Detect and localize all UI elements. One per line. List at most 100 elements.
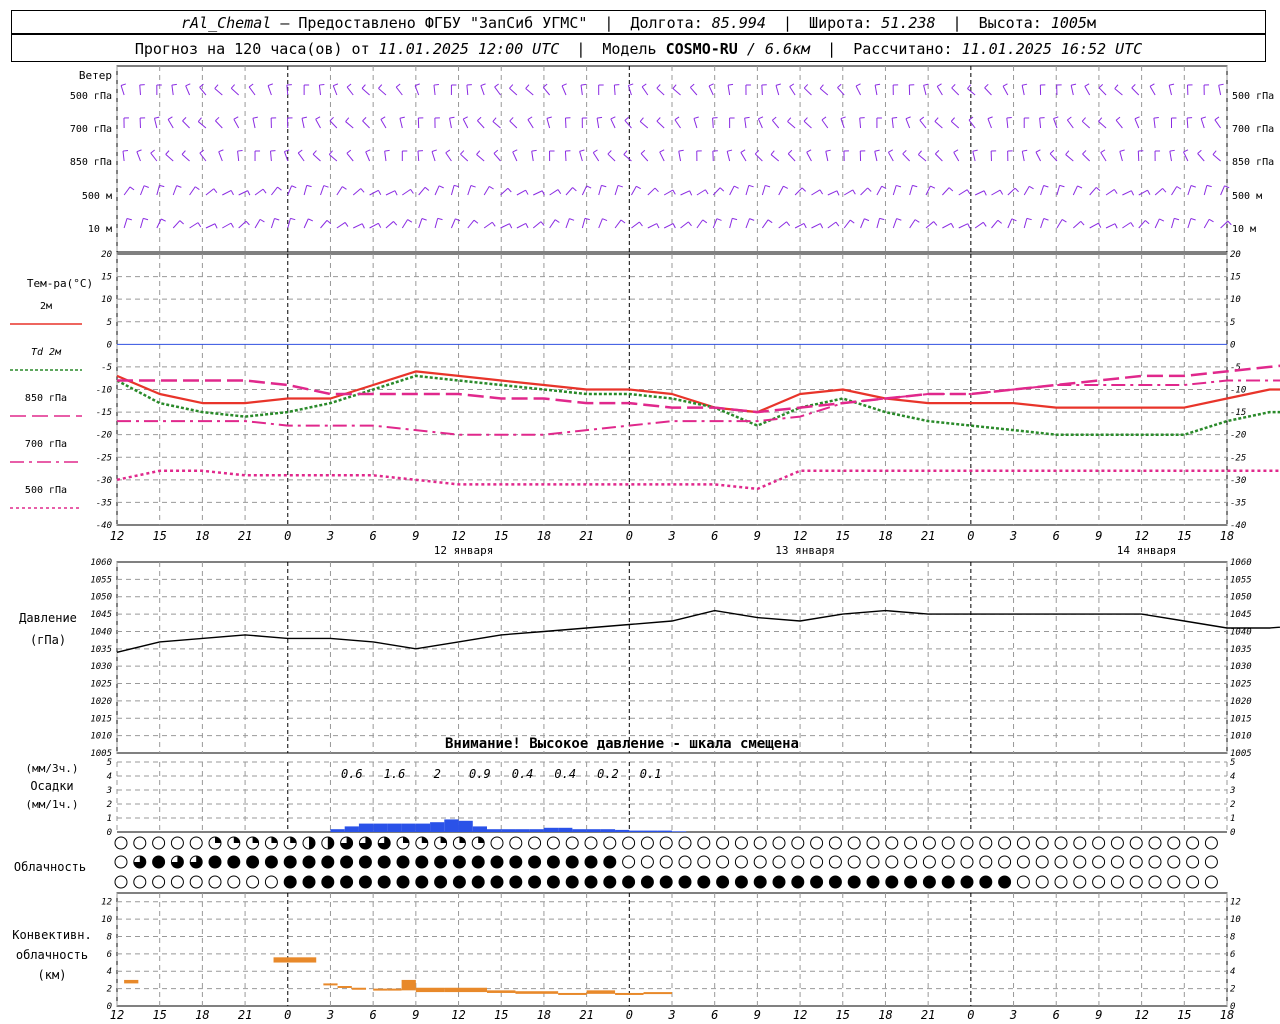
cloud-fill-partial (215, 837, 221, 843)
wind-barb (215, 120, 223, 129)
cloud-symbol (941, 836, 955, 850)
wind-barb (876, 185, 883, 196)
conv-hour-label: 9 (412, 1008, 419, 1022)
cloud-symbol (772, 855, 786, 869)
wind-barb-feather (365, 149, 371, 153)
wind-barb (222, 222, 232, 229)
pressure-ytick-right: 1020 (1230, 697, 1252, 707)
temp-hour-label: 21 (238, 529, 252, 543)
wind-barb (483, 221, 493, 229)
alt-label: Высота: (978, 14, 1042, 32)
wind-barb (876, 218, 881, 229)
cloud-symbol (1092, 836, 1106, 850)
wind-barb (401, 219, 409, 229)
wind-barb-feather (855, 83, 861, 87)
wind-barb (500, 187, 509, 196)
cloud-symbol (584, 836, 598, 850)
wind-barb (320, 185, 325, 196)
wind-barb-feather (999, 189, 1004, 195)
cloud-fill-full (622, 876, 635, 888)
wind-barb-feather (438, 185, 444, 189)
wind-barb (1082, 153, 1091, 162)
precip-bar (330, 829, 345, 832)
wind-barb (156, 218, 162, 229)
wind-barb-feather (934, 117, 939, 122)
conv-hour-label: 0 (626, 1008, 633, 1022)
wind-barb-feather (301, 116, 308, 119)
conv-hour-label: 9 (754, 1008, 761, 1022)
wind-barb (165, 154, 174, 162)
wind-barb-feather (346, 83, 352, 88)
temp-ytick-left: 5 (107, 318, 112, 328)
wind-barb (647, 223, 657, 229)
wind-barb-feather (888, 149, 894, 153)
conv-hour-label: 15 (494, 1008, 508, 1022)
wind-barb (230, 87, 240, 96)
temp-legend-label: 500 гПа (25, 485, 67, 496)
pressure-ytick-left: 1045 (90, 610, 112, 620)
cloud-symbol (810, 836, 824, 850)
cloud-fill-full (679, 876, 691, 888)
wind-barb (674, 119, 681, 129)
cloud-symbol (678, 836, 692, 850)
precip-total-label: 0.4 (512, 767, 534, 781)
wind-barb-feather (1212, 150, 1217, 155)
wind-barb-feather (602, 218, 608, 222)
wind-barb (494, 86, 501, 96)
wind-barb (843, 219, 851, 229)
wind-barb-feather (597, 116, 603, 119)
temp-ytick-right: 15 (1230, 273, 1241, 283)
conv-hour-label: 12 (110, 1008, 124, 1022)
wind-barb-feather (194, 186, 200, 190)
cloud-symbol (810, 855, 824, 869)
wind-barb (1081, 120, 1091, 129)
precip-total-label: 0.6 (341, 767, 363, 781)
wind-barb-feather (395, 83, 401, 88)
wind-barb (329, 120, 338, 129)
calc-label: Рассчитано: (853, 40, 953, 58)
cloud-fill-full (603, 856, 616, 868)
wind-barb (417, 150, 420, 162)
wind-barb-feather (154, 116, 160, 119)
wind-barb-feather (1227, 220, 1232, 226)
wind-barb (476, 154, 485, 162)
wind-barb-feather (1134, 116, 1140, 120)
wind-barb (761, 219, 769, 229)
cloud-symbol (941, 855, 955, 869)
wind-barb (631, 221, 640, 229)
wind-barb-feather (620, 219, 626, 224)
precip-total-label: 0.4 (554, 767, 576, 781)
wind-barb-feather (867, 187, 872, 192)
wind-barb-feather (672, 189, 676, 195)
cloud-fill-full (923, 876, 936, 888)
wind-barb (778, 221, 787, 229)
cloud-symbol (828, 855, 842, 869)
wind-barb-feather (1053, 116, 1059, 120)
wind-barb (935, 153, 943, 162)
cloud-symbol (1035, 875, 1049, 889)
conv-hour-label: 18 (195, 1008, 209, 1022)
wind-barb-feather (601, 184, 607, 188)
wind-barb-feather (384, 149, 390, 152)
wind-barb-feather (561, 83, 567, 87)
temp-ytick-right: 0 (1230, 340, 1235, 350)
wind-barb (787, 121, 796, 129)
wind-barb (953, 152, 960, 162)
wind-barb-feather (690, 83, 695, 88)
wind-barb (680, 221, 689, 229)
pressure-ytick-right: 1015 (1230, 714, 1252, 724)
temp-ytick-left: -5 (101, 363, 112, 373)
cloud-fill-partial (421, 837, 428, 843)
cloud-fill-full (227, 856, 240, 868)
wind-barb-feather (787, 149, 793, 155)
wind-barb-feather (150, 149, 155, 154)
wind-barb (936, 86, 943, 96)
wind-barb (287, 185, 293, 196)
wind-barb (1056, 219, 1063, 229)
wind-barb (819, 88, 829, 96)
wind-barb-feather (641, 83, 647, 88)
cloud-symbol (1186, 855, 1200, 869)
wind-barb-feather (494, 83, 499, 88)
wind-barb (1134, 118, 1140, 129)
wind-barb (402, 188, 411, 196)
